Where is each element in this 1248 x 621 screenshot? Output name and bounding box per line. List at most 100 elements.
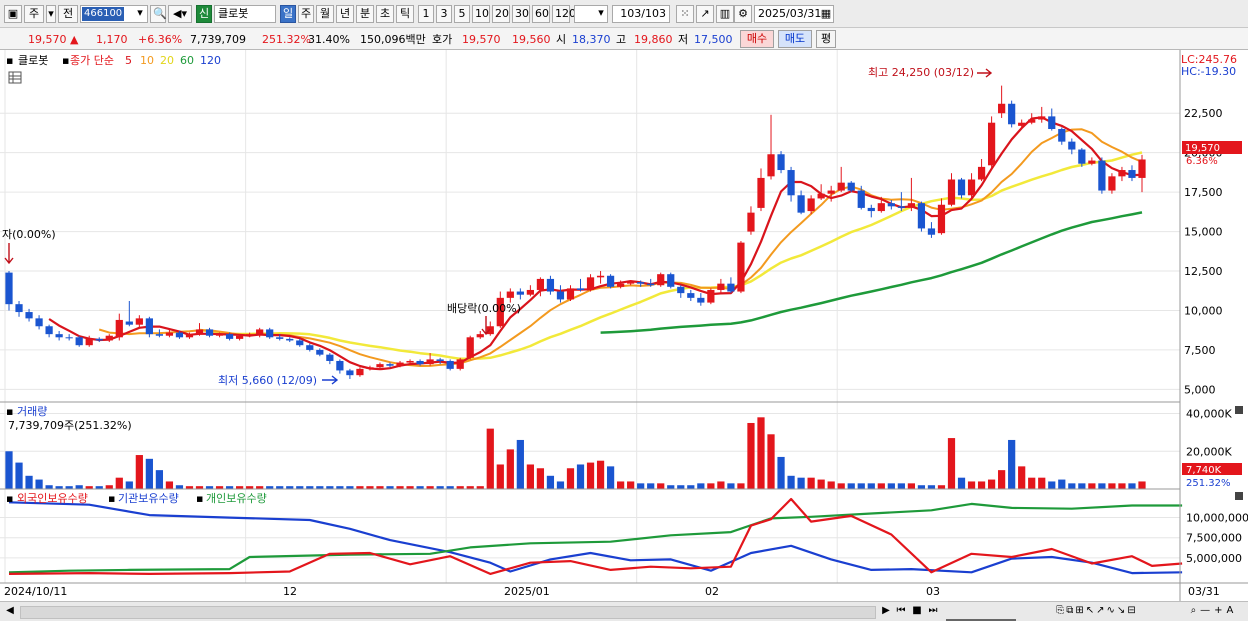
volume-bar	[1028, 477, 1036, 489]
volume-panel-title[interactable]: 거래량	[17, 405, 47, 418]
candle-body	[1088, 160, 1096, 164]
ex-div-arrow-1	[4, 243, 14, 265]
volume-panel-marker: ▪	[6, 405, 13, 418]
ma60-legend: 60	[180, 54, 194, 67]
scroll-right-icon[interactable]: ▶	[882, 605, 890, 616]
candle-body	[787, 170, 795, 196]
interval-3-button[interactable]: 3	[436, 5, 452, 23]
volume-bar	[556, 481, 565, 489]
high-price: 19,860	[634, 33, 673, 46]
last-page-icon[interactable]: ⏭	[928, 605, 938, 616]
volume-bar	[667, 485, 675, 489]
candle-body	[897, 206, 905, 208]
custom-interval-input[interactable]	[574, 5, 608, 23]
candle-body	[336, 360, 344, 371]
volume-bar	[606, 466, 615, 489]
grid-icon[interactable]: ⁙	[676, 5, 694, 23]
split-icon[interactable]: ▥	[716, 5, 734, 23]
volume-bar	[496, 464, 504, 489]
candle-body	[877, 203, 885, 212]
volume-panel-close-icon[interactable]	[1235, 406, 1243, 414]
candle-body	[737, 242, 745, 292]
evaluation-button[interactable]: 평	[816, 30, 836, 48]
candle-body	[476, 334, 484, 338]
data-count-field[interactable]: 103/103	[612, 5, 670, 23]
interval-10-button[interactable]: 10	[472, 5, 490, 23]
interval-20-button[interactable]: 20	[492, 5, 510, 23]
hc-value: HC:-19.30	[1181, 65, 1236, 78]
individual-holdings-legend[interactable]: 개인보유수량	[206, 492, 267, 505]
interval-5-button[interactable]: 5	[454, 5, 470, 23]
stop-icon[interactable]: ■	[912, 605, 922, 616]
candle-body	[947, 179, 956, 205]
search-icon[interactable]: 🔍	[150, 5, 167, 23]
period-tick-button[interactable]: 틱	[396, 5, 414, 23]
prev-chart-button[interactable]: 전	[58, 5, 78, 23]
foreign-holdings-legend[interactable]: 외국인보유수량	[17, 492, 88, 505]
candle-body	[115, 319, 123, 338]
ask-label: 호가	[432, 33, 453, 46]
candle-body	[125, 321, 133, 325]
market-dropdown-icon[interactable]: ▾	[46, 5, 56, 23]
period-minute-button[interactable]: 분	[356, 5, 374, 23]
chart-grid	[0, 50, 1180, 583]
window-menu-icon[interactable]: ▣	[4, 5, 22, 23]
holdings-panel-close-icon[interactable]	[1235, 492, 1243, 500]
interval-60-button[interactable]: 60	[532, 5, 550, 23]
period-second-button[interactable]: 초	[376, 5, 394, 23]
candle-body	[817, 193, 825, 199]
candle-body	[175, 332, 184, 338]
volume-bar	[1128, 483, 1136, 489]
low-label: 저	[678, 33, 689, 46]
drawing-tools-icon[interactable]: ⎘⧉⊞↖↗∿↘⊟	[1056, 605, 1138, 616]
candle-body	[416, 360, 424, 365]
x-label-jan: 2025/01	[504, 585, 550, 598]
volume-bar	[637, 483, 645, 489]
price-series-name[interactable]: 클로봇	[18, 54, 48, 67]
period-week-button[interactable]: 주	[298, 5, 314, 23]
buy-button[interactable]: 매수	[740, 30, 774, 48]
period-month-button[interactable]: 월	[316, 5, 334, 23]
market-select[interactable]: 주	[24, 5, 44, 23]
scroll-left-icon[interactable]: ◀	[6, 605, 14, 616]
current-price: 19,570 ▲	[28, 33, 79, 46]
candle-body	[566, 288, 575, 300]
volume-bar	[446, 486, 454, 489]
period-year-button[interactable]: 년	[336, 5, 354, 23]
candle-body	[606, 275, 615, 287]
stock-chart[interactable]: 5,000 7,500 10,000 12,500 15,000 17,500 20,000…	[0, 50, 1248, 601]
volume-bar	[1038, 477, 1046, 489]
interval-120-button[interactable]: 120	[552, 5, 576, 23]
ma10-legend: 10	[140, 54, 154, 67]
stock-name-field[interactable]: 클로봇	[214, 5, 276, 23]
date-input[interactable]: 2025/03/31	[754, 5, 834, 23]
price-tick-label: 12,500	[1184, 265, 1223, 278]
table-icon[interactable]	[8, 71, 22, 84]
institution-holdings-legend[interactable]: 기관보유수량	[118, 492, 179, 505]
candle-body	[35, 318, 43, 327]
volume-bar	[376, 486, 384, 489]
sell-button[interactable]: 매도	[778, 30, 812, 48]
interval-dropdown-icon[interactable]: ▾	[598, 6, 604, 19]
volume-bar	[967, 481, 976, 489]
zoom-slider[interactable]	[946, 604, 1016, 621]
candle-body	[797, 195, 805, 213]
chart-axes: 5,000 7,500 10,000 12,500 15,000 17,500 20,000…	[1184, 107, 1248, 565]
volume-bar	[105, 485, 113, 489]
horizontal-scrollbar[interactable]	[20, 606, 876, 619]
candle-body	[406, 360, 414, 363]
interval-1-button[interactable]: 1	[418, 5, 434, 23]
zoom-controls-icon[interactable]: ⌕—+A	[1190, 605, 1238, 616]
volume-bar	[566, 468, 575, 489]
candle-body	[937, 204, 946, 234]
interval-30-button[interactable]: 30	[512, 5, 530, 23]
price-tick-label: 15,000	[1184, 226, 1223, 239]
first-page-icon[interactable]: ⏮	[896, 605, 906, 616]
code-dropdown-icon[interactable]: ▾	[137, 6, 143, 19]
crosshair-icon[interactable]: ↗	[696, 5, 714, 23]
period-day-button[interactable]: 일	[280, 5, 296, 23]
speaker-icon[interactable]: ◀▾	[168, 5, 192, 23]
gear-icon[interactable]: ⚙	[734, 5, 752, 23]
ma-legend-title[interactable]: 종가 단순	[70, 54, 114, 67]
calendar-icon[interactable]: ▦	[820, 7, 832, 20]
